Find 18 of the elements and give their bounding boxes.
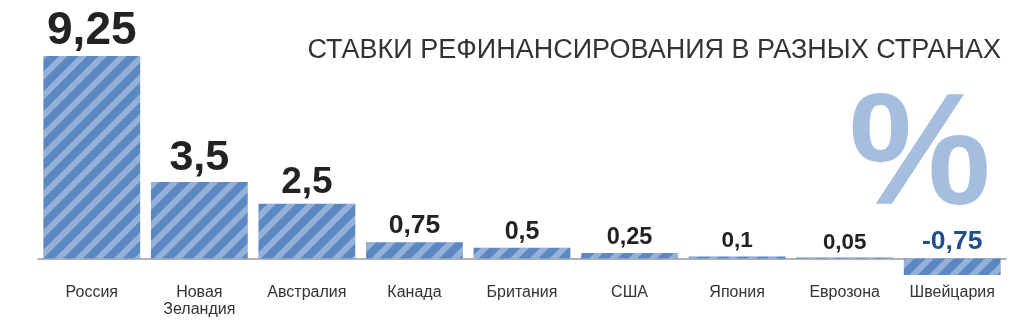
data-label: 0,5 xyxy=(504,216,540,245)
x-tick-label: Еврозона xyxy=(809,283,881,300)
data-label: 2,5 xyxy=(281,159,333,201)
x-tick-label: США xyxy=(611,283,649,300)
data-label: 0,75 xyxy=(388,208,441,239)
x-tick-label: Россия xyxy=(65,283,119,300)
data-label: 0,25 xyxy=(606,223,653,250)
data-label: 3,5 xyxy=(169,131,230,180)
x-tick-label: Япония xyxy=(709,283,765,300)
x-tick-label: Британия xyxy=(486,283,558,300)
data-label: -0,75 xyxy=(922,225,983,256)
chart-title: СТАВКИ РЕФИНАНСИРОВАНИЯ В РАЗНЫХ СТРАНАХ xyxy=(307,33,1002,64)
x-tick-label: Канада xyxy=(387,283,442,300)
x-tick-label: Швейцария xyxy=(909,283,995,300)
data-label: 9,25 xyxy=(47,2,137,54)
data-label: 0,1 xyxy=(721,227,753,253)
x-tick-label: Австралия xyxy=(267,283,347,300)
x-tick-label: Новая Зеландия xyxy=(163,283,236,317)
